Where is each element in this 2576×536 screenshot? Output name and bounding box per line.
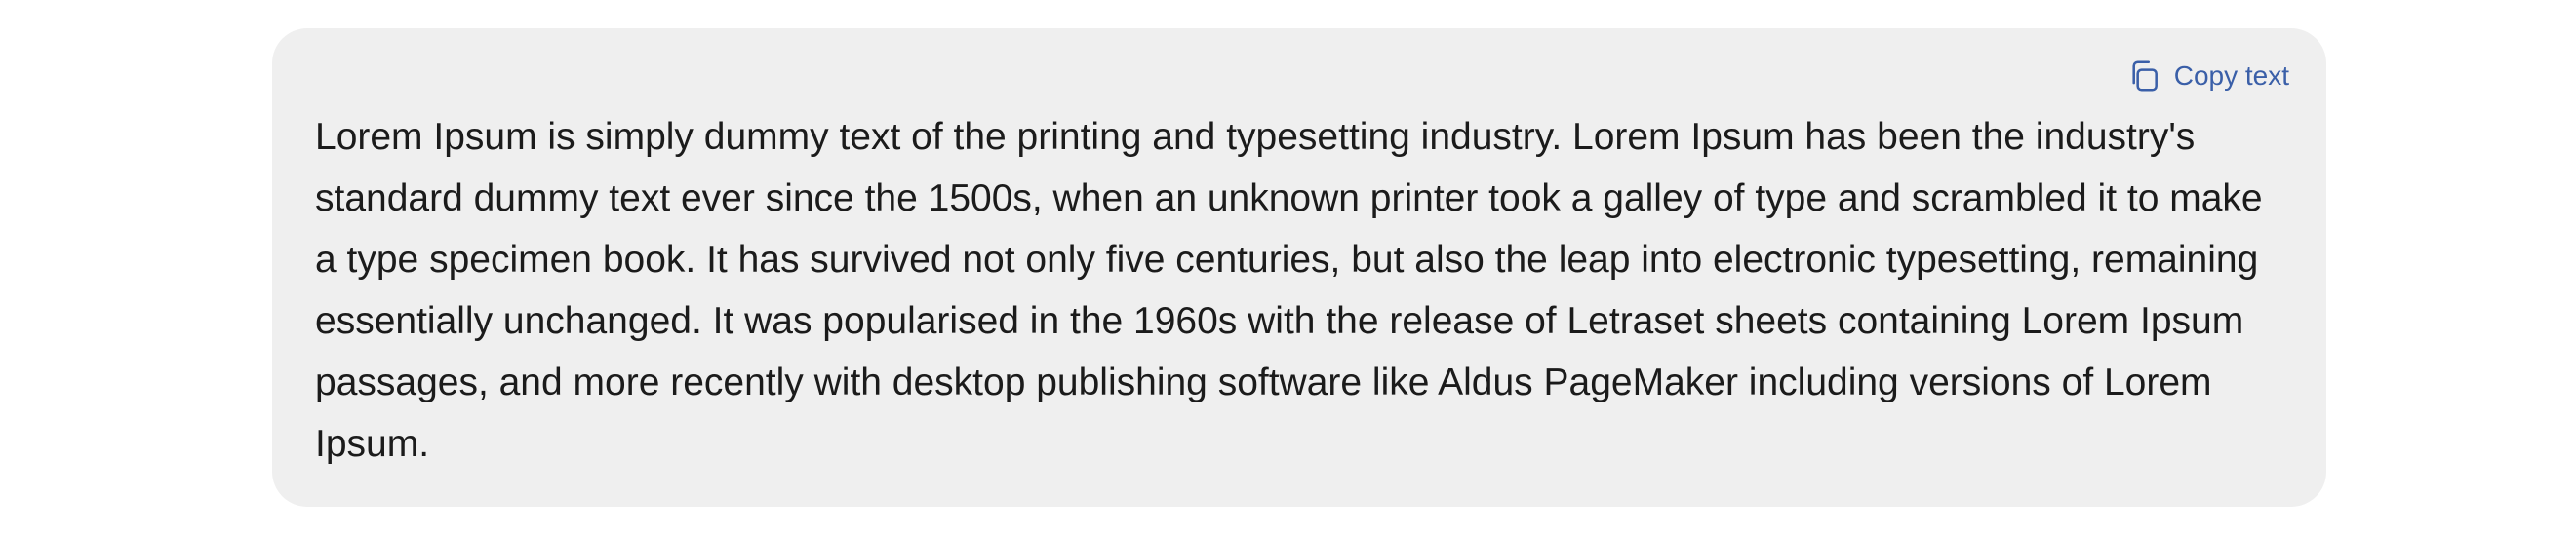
text-card: Copy text Lorem Ipsum is simply dummy te… bbox=[272, 28, 2326, 507]
copy-icon bbox=[2125, 57, 2162, 95]
card-body-text: Lorem Ipsum is simply dummy text of the … bbox=[315, 116, 2263, 465]
copy-text-label: Copy text bbox=[2173, 60, 2289, 91]
copy-text-button[interactable]: Copy text bbox=[2125, 50, 2289, 102]
